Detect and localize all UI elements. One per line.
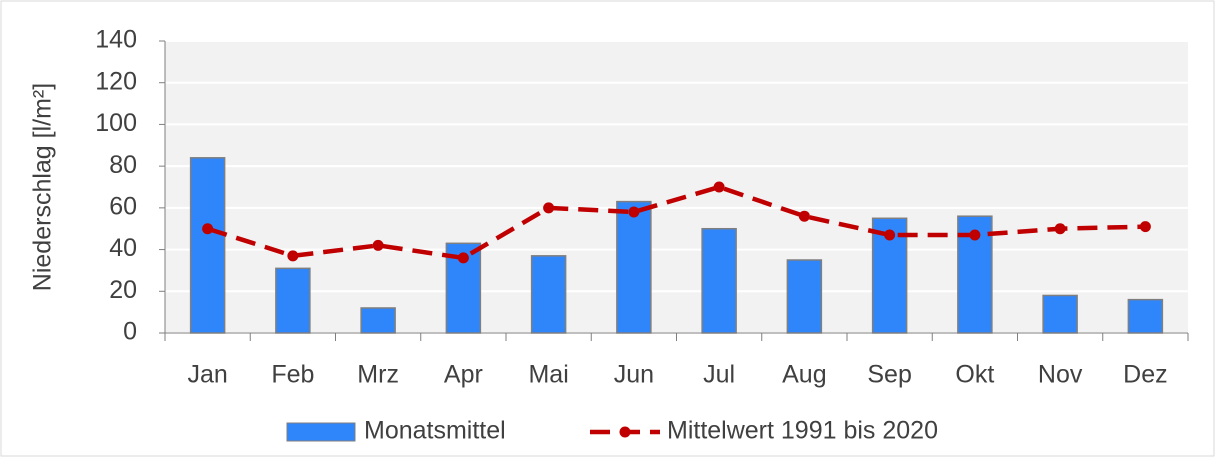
x-tick-label: Nov	[1038, 361, 1083, 389]
bar	[275, 267, 311, 334]
point	[1054, 223, 1066, 235]
x-tick-label: Mrz	[357, 361, 399, 389]
x-tick-label: Sep	[867, 361, 911, 389]
x-tick-label: Jun	[614, 361, 654, 389]
point	[628, 206, 640, 218]
point	[884, 229, 896, 241]
legend-label: Monatsmittel	[364, 417, 506, 445]
x-tick-label: Feb	[271, 361, 314, 389]
bar	[701, 227, 737, 334]
y-tick-label: 40	[109, 234, 137, 262]
y-tick-label: 20	[109, 276, 137, 304]
bar	[189, 157, 226, 334]
legend-swatch	[286, 422, 356, 442]
x-tick-label: Jan	[187, 361, 227, 389]
point	[287, 250, 299, 262]
legend-marker	[619, 426, 631, 438]
y-axis-title: Niederschlag [l/m²]	[29, 83, 57, 291]
point	[969, 229, 981, 241]
legend-label: Mittelwert 1991 bis 2020	[667, 417, 938, 445]
plot-area	[165, 41, 1188, 333]
x-tick-label: Dez	[1123, 361, 1167, 389]
y-tick-label: 140	[95, 26, 137, 54]
x-tick-label: Jul	[703, 361, 735, 389]
point	[543, 202, 555, 214]
point	[372, 239, 384, 251]
y-tick-label: 120	[95, 67, 137, 95]
x-tick-label: Aug	[782, 361, 826, 389]
bar	[1127, 298, 1164, 334]
bar	[616, 200, 652, 334]
bar	[1042, 294, 1078, 334]
y-tick-label: 80	[109, 151, 137, 179]
x-tick-label: Okt	[955, 361, 994, 389]
point	[457, 252, 469, 264]
y-tick-label: 100	[95, 109, 137, 137]
bar	[530, 255, 567, 334]
y-tick-label: 60	[109, 192, 137, 220]
point	[713, 181, 725, 193]
point	[202, 223, 214, 235]
x-tick-label: Mai	[528, 361, 568, 389]
point	[1139, 221, 1151, 233]
line	[206, 184, 1146, 261]
point	[798, 210, 810, 222]
y-tick-label: 0	[123, 318, 137, 346]
bar	[360, 307, 396, 334]
x-tick-label: Apr	[444, 361, 483, 389]
bar	[786, 259, 823, 334]
